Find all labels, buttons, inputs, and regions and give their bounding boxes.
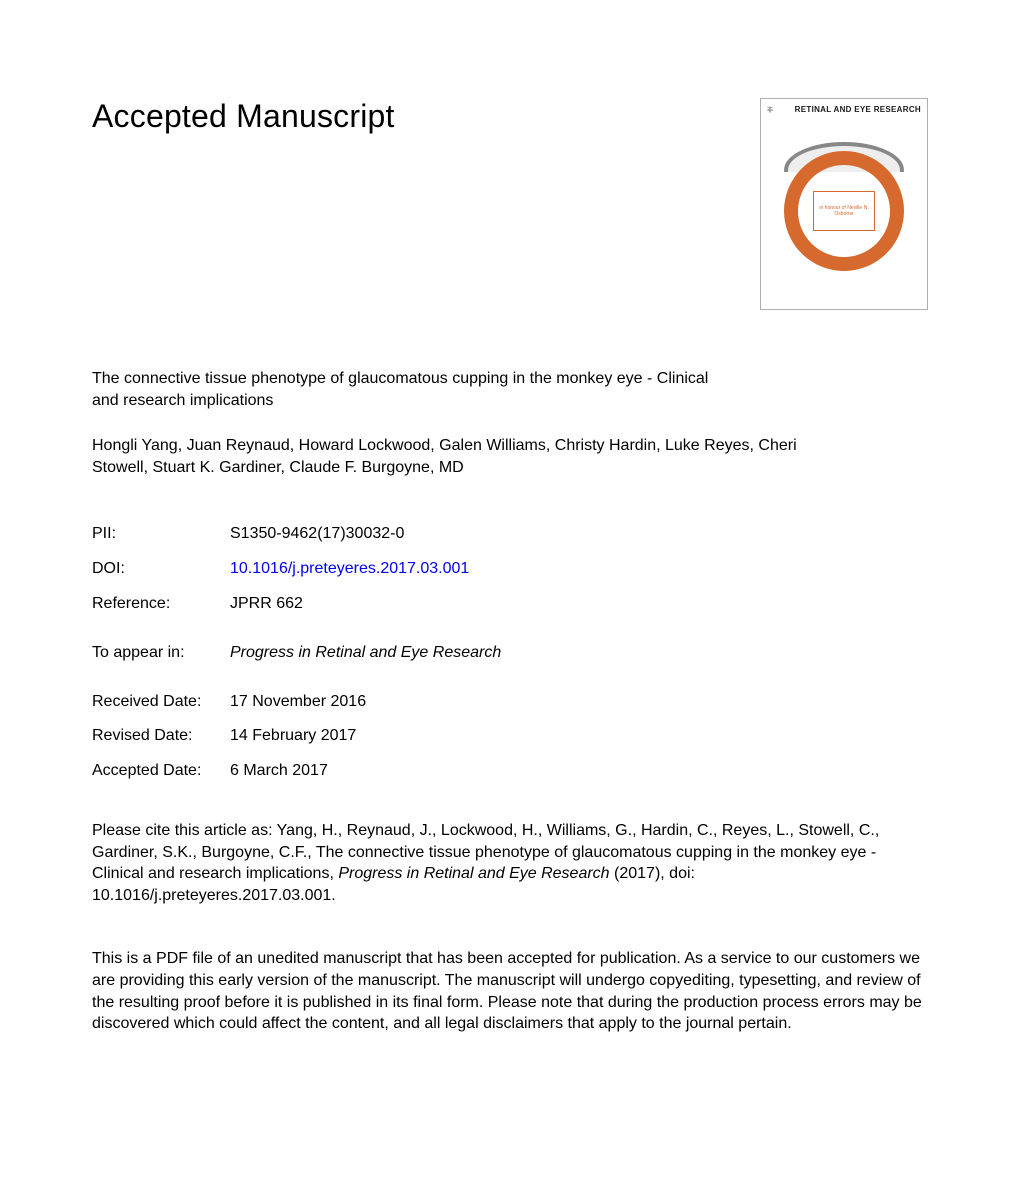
meta-label-doi: DOI: — [92, 559, 230, 580]
meta-label-revised: Revised Date: — [92, 726, 230, 747]
metadata-table: PII: S1350-9462(17)30032-0 DOI: 10.1016/… — [92, 524, 928, 782]
publisher-logo-icon: ⾮ — [767, 105, 773, 114]
citation-journal: Progress in Retinal and Eye Research — [338, 865, 609, 882]
cover-graphic: in honour of Neville N. Osborne — [767, 118, 921, 303]
meta-row-doi: DOI: 10.1016/j.preteyeres.2017.03.001 — [92, 559, 928, 580]
header-row: Accepted Manuscript ⾮ RETINAL AND EYE RE… — [92, 98, 928, 310]
journal-cover-thumbnail: ⾮ RETINAL AND EYE RESEARCH in honour of … — [760, 98, 928, 310]
meta-label-accepted: Accepted Date: — [92, 761, 230, 782]
meta-value-reference: JPRR 662 — [230, 594, 928, 615]
author-list: Hongli Yang, Juan Reynaud, Howard Lockwo… — [92, 435, 812, 478]
article-title: The connective tissue phenotype of glauc… — [92, 368, 732, 411]
meta-row-pii: PII: S1350-9462(17)30032-0 — [92, 524, 928, 545]
citation-block: Please cite this article as: Yang, H., R… — [92, 820, 928, 906]
page-heading: Accepted Manuscript — [92, 98, 395, 135]
meta-value-pii: S1350-9462(17)30032-0 — [230, 524, 928, 545]
meta-value-received: 17 November 2016 — [230, 692, 928, 713]
meta-value-revised: 14 February 2017 — [230, 726, 928, 747]
meta-value-accepted: 6 March 2017 — [230, 761, 928, 782]
meta-row-revised: Revised Date: 14 February 2017 — [92, 726, 928, 747]
cover-journal-title: RETINAL AND EYE RESEARCH — [795, 105, 921, 114]
meta-label-pii: PII: — [92, 524, 230, 545]
cover-top-row: ⾮ RETINAL AND EYE RESEARCH — [767, 105, 921, 114]
meta-row-reference: Reference: JPRR 662 — [92, 594, 928, 615]
meta-label-received: Received Date: — [92, 692, 230, 713]
disclaimer-text: This is a PDF file of an unedited manusc… — [92, 948, 928, 1034]
meta-row-accepted: Accepted Date: 6 March 2017 — [92, 761, 928, 782]
manuscript-page: Accepted Manuscript ⾮ RETINAL AND EYE RE… — [0, 0, 1020, 1035]
doi-link[interactable]: 10.1016/j.preteyeres.2017.03.001 — [230, 559, 928, 580]
cover-ring-icon: in honour of Neville N. Osborne — [784, 151, 904, 271]
meta-label-reference: Reference: — [92, 594, 230, 615]
cover-inner-text: in honour of Neville N. Osborne — [813, 191, 875, 231]
meta-row-to-appear: To appear in: Progress in Retinal and Ey… — [92, 643, 928, 664]
meta-label-to-appear: To appear in: — [92, 643, 230, 664]
meta-row-received: Received Date: 17 November 2016 — [92, 692, 928, 713]
meta-value-to-appear: Progress in Retinal and Eye Research — [230, 643, 928, 664]
